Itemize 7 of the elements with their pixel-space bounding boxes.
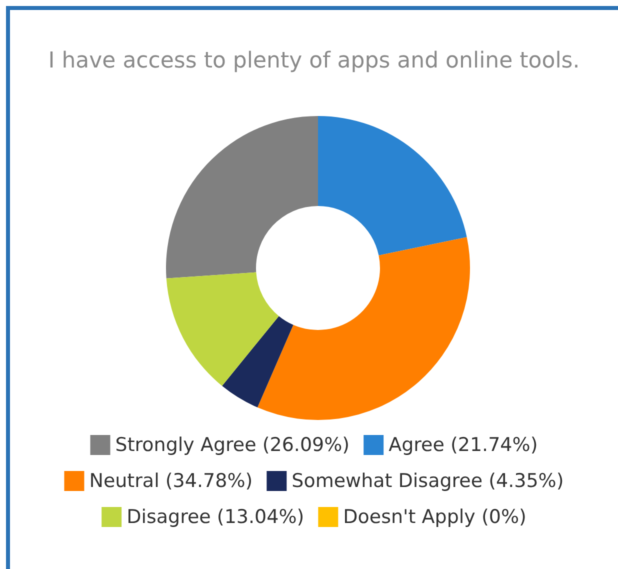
legend-label: Strongly Agree (26.09%) (115, 434, 350, 456)
legend-label: Agree (21.74%) (388, 434, 538, 456)
legend-label: Disagree (13.04%) (126, 506, 304, 528)
chart-title: I have access to plenty of apps and online tools. (48, 48, 580, 74)
legend-label: Neutral (34.78%) (89, 470, 253, 492)
legend-label: Somewhat Disagree (4.35%) (292, 470, 564, 492)
legend-label: Doesn't Apply (0%) (343, 506, 526, 528)
